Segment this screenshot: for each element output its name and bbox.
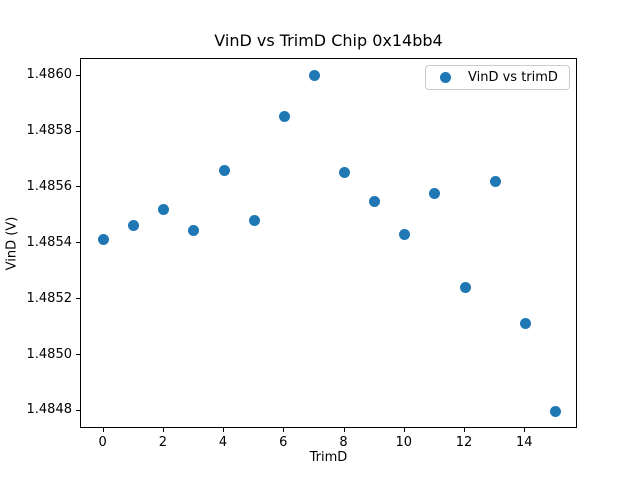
y-tick-mark (76, 242, 80, 244)
data-point (489, 176, 501, 188)
data-point (369, 195, 381, 207)
data-point (429, 187, 441, 199)
x-tick-mark (403, 428, 405, 432)
x-tick-mark (283, 428, 285, 432)
y-tick-mark (76, 354, 80, 355)
y-tick-label: 1.4858 (26, 123, 73, 139)
x-tick-label: 2 (158, 435, 167, 450)
y-tick-label: 1.4848 (26, 402, 73, 418)
data-point (549, 405, 561, 417)
x-tick-label: 10 (395, 435, 413, 450)
x-tick-label: 4 (218, 435, 228, 450)
x-tick-label: 0 (98, 435, 107, 450)
x-tick-mark (343, 428, 345, 432)
x-tick-mark (464, 428, 466, 432)
y-tick-mark (76, 298, 80, 300)
x-tick-mark (162, 428, 164, 432)
x-tick-label: 14 (516, 435, 533, 450)
x-tick-mark (524, 428, 526, 432)
x-tick-label: 8 (339, 435, 348, 450)
data-point (399, 229, 411, 241)
data-point (278, 110, 290, 122)
x-tick-mark (102, 428, 104, 432)
data-point (128, 219, 140, 231)
y-tick-mark (76, 74, 80, 76)
data-point (339, 166, 351, 178)
y-tick-label: 1.4852 (26, 290, 73, 306)
x-tick-label: 12 (455, 435, 473, 450)
data-point (248, 214, 260, 226)
data-point (308, 70, 320, 82)
y-tick-label: 1.4860 (26, 67, 73, 83)
y-tick-label: 1.4850 (26, 346, 73, 362)
y-tick-mark (76, 130, 80, 132)
legend-label: VinD vs trimD (468, 70, 558, 85)
data-point (519, 317, 531, 329)
x-axis-label: TrimD (309, 450, 348, 465)
plot-area: VinD vs trimD (80, 58, 577, 428)
data-point (158, 204, 170, 216)
legend-marker-icon (440, 72, 451, 83)
chart-title: VinD vs TrimD Chip 0x14bb4 (214, 31, 443, 50)
data-point (218, 165, 230, 177)
data-point (188, 225, 200, 237)
y-tick-label: 1.4856 (26, 178, 73, 194)
data-point (459, 282, 471, 294)
y-axis-label: VinD (V) (4, 216, 20, 271)
legend: VinD vs trimD (425, 65, 570, 90)
y-tick-mark (76, 186, 80, 188)
y-tick-mark (76, 409, 80, 411)
x-tick-label: 6 (279, 435, 288, 450)
y-tick-label: 1.4854 (26, 234, 73, 250)
x-tick-mark (223, 428, 225, 432)
data-point (98, 233, 110, 245)
